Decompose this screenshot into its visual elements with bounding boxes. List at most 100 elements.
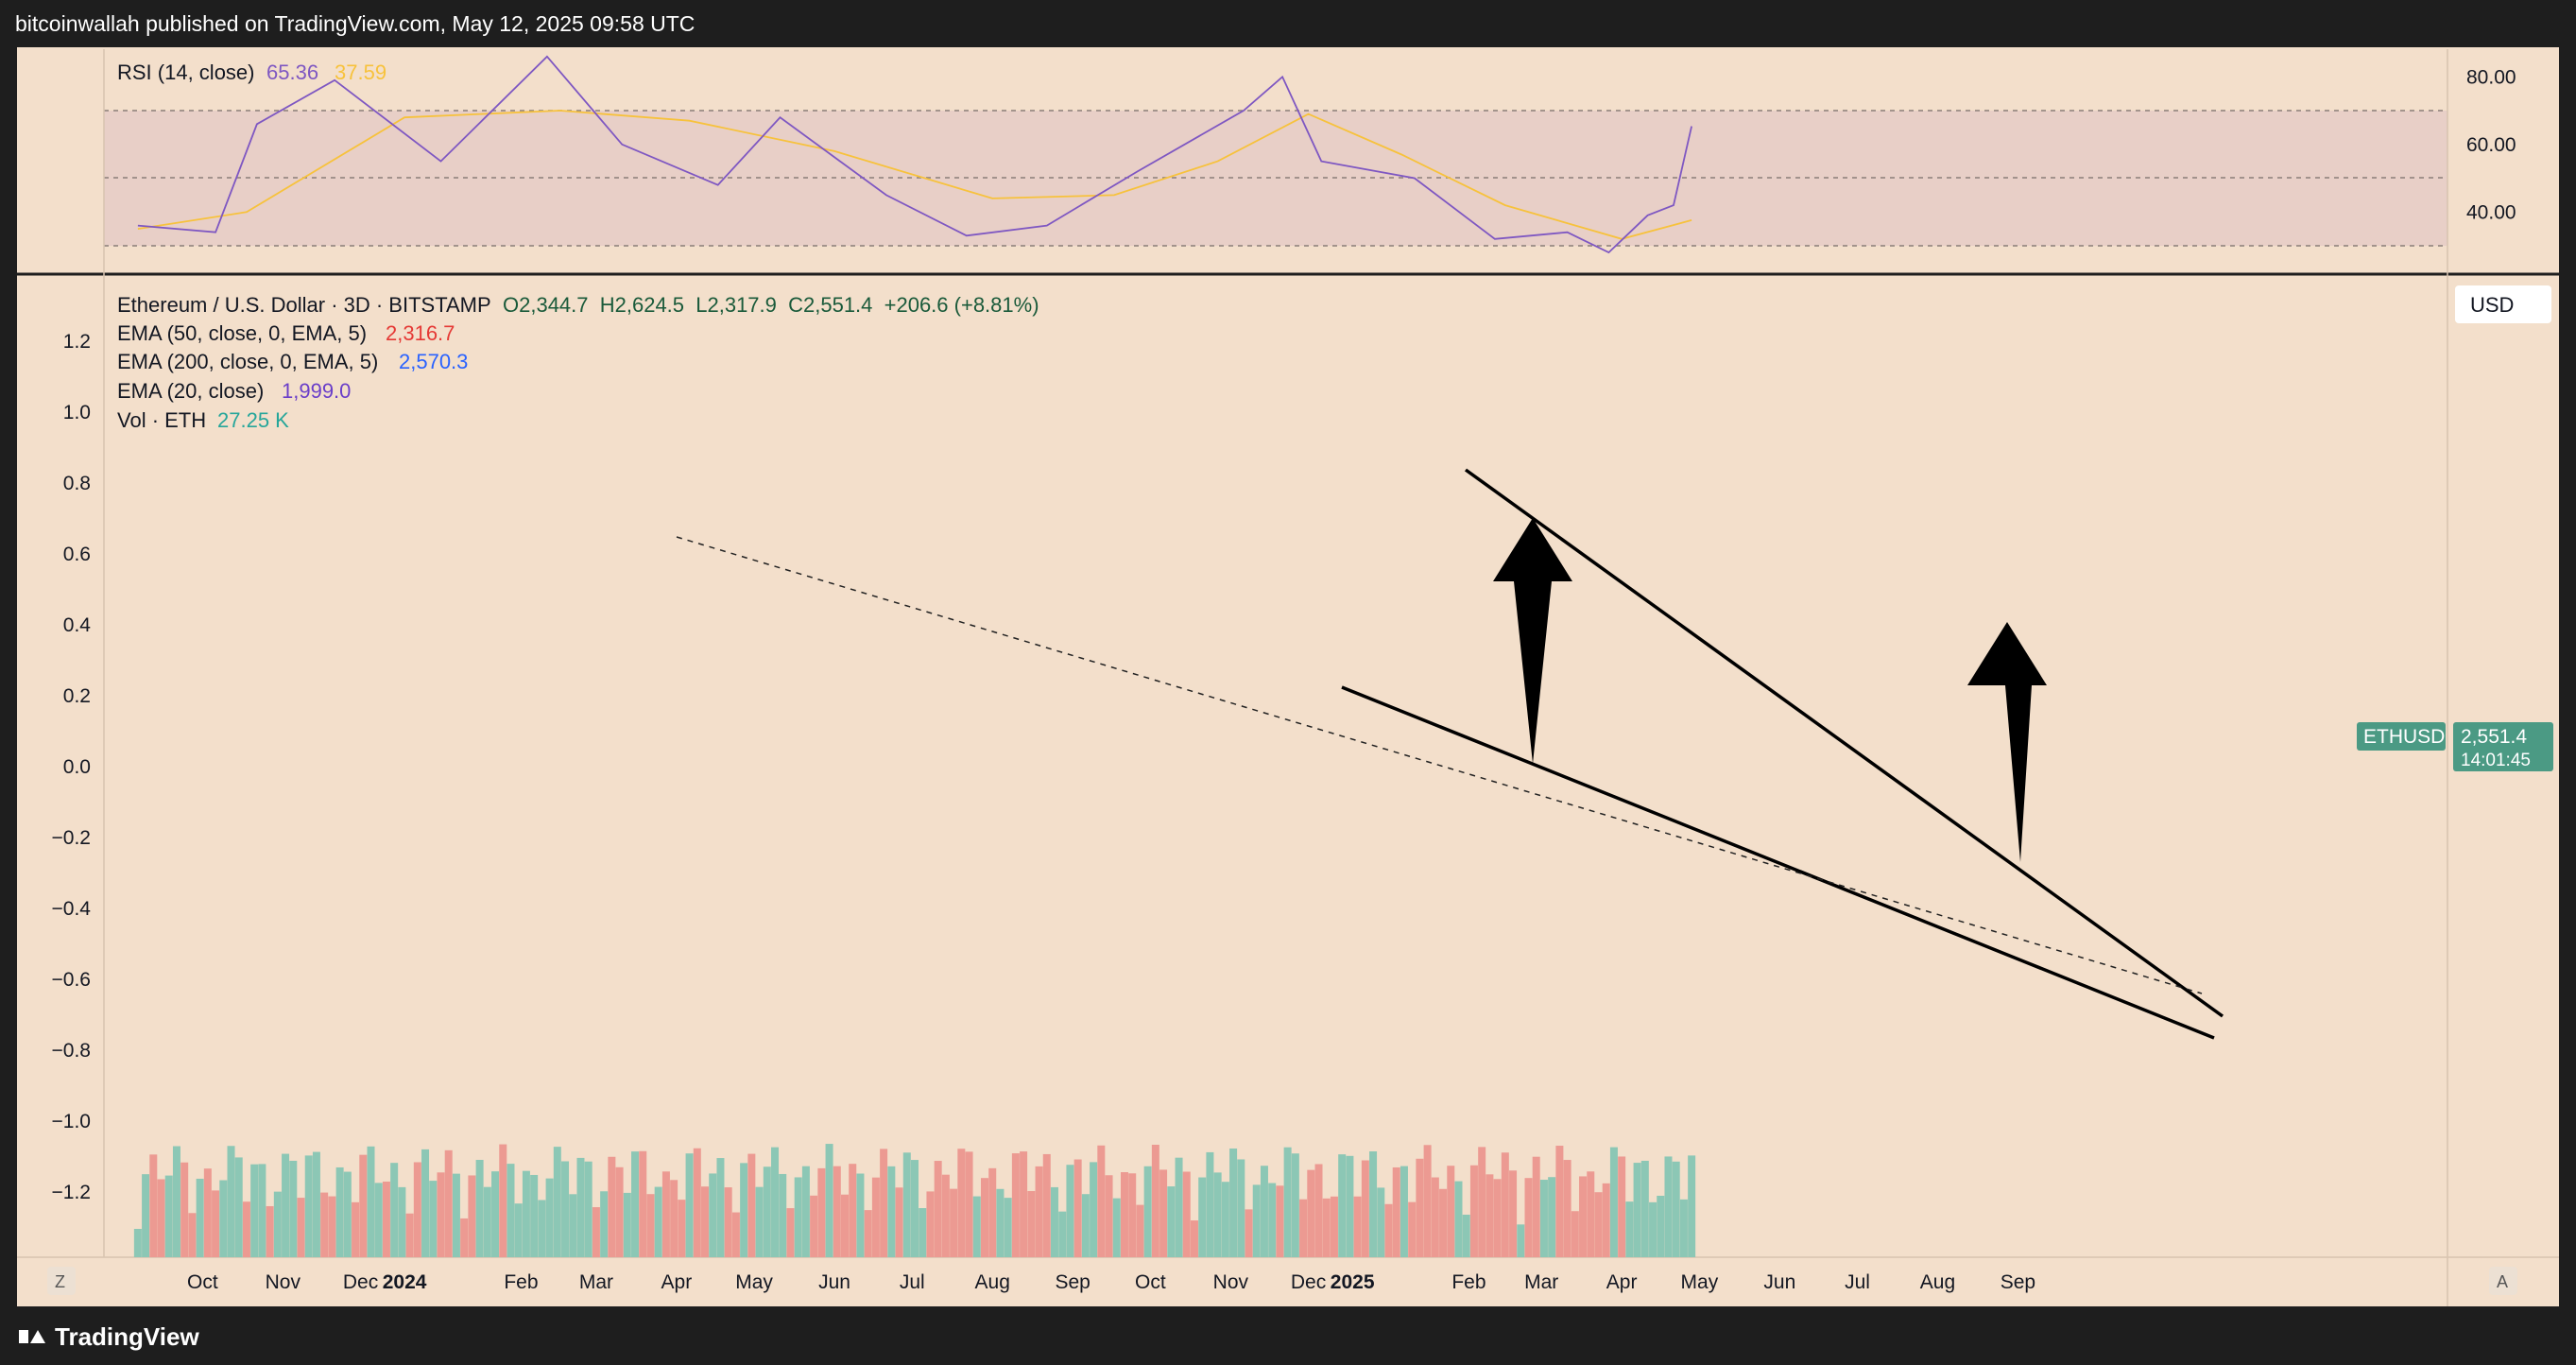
volume-bar xyxy=(1073,1159,1082,1257)
volume-bar xyxy=(538,1200,546,1257)
brand-name: TradingView xyxy=(55,1322,199,1351)
volume-bar xyxy=(258,1164,266,1257)
volume-bar xyxy=(1136,1204,1144,1257)
fib-axis-label: 0.6 xyxy=(63,544,91,565)
volume-bar xyxy=(1206,1151,1214,1257)
volume-bar xyxy=(196,1178,204,1257)
time-axis-label: 2025 xyxy=(1331,1271,1375,1293)
volume-bar xyxy=(289,1160,298,1257)
volume-bar xyxy=(678,1200,686,1257)
volume-bar xyxy=(297,1198,305,1257)
volume-bar xyxy=(1042,1153,1051,1257)
volume-bar xyxy=(639,1150,647,1257)
volume-bar xyxy=(468,1175,476,1257)
dashed-trendline[interactable] xyxy=(676,536,2203,994)
volume-bar xyxy=(856,1173,865,1257)
wedge-upper-trendline[interactable] xyxy=(1464,468,2224,1018)
volume-bar xyxy=(1035,1166,1043,1257)
rsi-scale-label: 80.00 xyxy=(2466,66,2516,88)
fib-axis-label: 1.0 xyxy=(63,402,91,423)
time-axis-label: Jun xyxy=(818,1271,850,1293)
countdown: 14:01:45 xyxy=(2461,751,2531,770)
volume-bar xyxy=(1322,1198,1331,1257)
volume-bar xyxy=(1330,1196,1338,1257)
volume-bar xyxy=(965,1151,973,1257)
rsi-title: RSI (14, close) xyxy=(117,60,255,84)
volume-bar xyxy=(957,1149,966,1257)
volume-bar xyxy=(1657,1195,1665,1257)
volume-bar xyxy=(724,1187,732,1257)
legend-ema20-label: EMA (20, close) xyxy=(117,379,264,403)
time-axis-label: Apr xyxy=(661,1271,693,1293)
volume-bar xyxy=(763,1166,771,1257)
volume-bar xyxy=(1221,1182,1229,1257)
volume-bar xyxy=(1672,1161,1680,1257)
volume-bar xyxy=(1299,1199,1308,1257)
volume-bar xyxy=(475,1159,484,1257)
volume-bar xyxy=(507,1164,515,1257)
wedge-lower-trendline[interactable] xyxy=(1341,685,2215,1040)
volume-bar xyxy=(919,1208,927,1257)
volume-bar xyxy=(1291,1153,1299,1257)
volume-bar xyxy=(1571,1211,1579,1257)
rsi-line xyxy=(137,55,1692,254)
currency-button[interactable] xyxy=(2455,285,2551,323)
volume-bar xyxy=(1532,1156,1540,1257)
volume-bar xyxy=(887,1166,896,1257)
volume-bar xyxy=(250,1164,259,1257)
volume-bar xyxy=(810,1195,818,1257)
volume-bar xyxy=(444,1149,453,1257)
legend-ema200-label: EMA (200, close, 0, EMA, 5) xyxy=(117,350,378,373)
volume-bar xyxy=(1112,1198,1121,1257)
time-axis-label: 2024 xyxy=(383,1271,427,1293)
volume-bar xyxy=(716,1158,725,1257)
volume-bar xyxy=(1346,1155,1354,1257)
volume-bar xyxy=(514,1203,523,1257)
volume-bar xyxy=(1027,1190,1036,1257)
volume-bar xyxy=(654,1186,662,1257)
legend-ohlc: O2,344.7 H2,624.5 L2,317.9 C2,551.4 +206… xyxy=(503,293,1039,317)
volume-bar xyxy=(1454,1181,1463,1257)
volume-bar xyxy=(1640,1160,1649,1257)
fib-axis-label: −0.2 xyxy=(52,827,91,849)
volume-bar xyxy=(1252,1184,1261,1257)
volume-bar xyxy=(1539,1180,1548,1257)
volume-bar xyxy=(359,1154,368,1257)
legend-vol-value: 27.25 K xyxy=(217,408,289,432)
volume-bar xyxy=(312,1151,320,1257)
legend-vol-label: Vol · ETH xyxy=(117,408,206,432)
volume-bar xyxy=(219,1180,228,1257)
peak-arrow[interactable] xyxy=(1493,518,1572,764)
volume-bar xyxy=(1167,1186,1176,1257)
fib-axis-label: −0.6 xyxy=(52,969,91,991)
rsi-ma-value: 37.59 xyxy=(335,60,386,84)
volume-bar xyxy=(1361,1160,1369,1257)
volume-bar xyxy=(1276,1185,1284,1257)
a-icon: A xyxy=(2497,1272,2508,1291)
volume-bar xyxy=(405,1213,414,1257)
volume-bar xyxy=(1602,1183,1610,1257)
volume-bar xyxy=(670,1180,678,1257)
time-axis-label: Oct xyxy=(1135,1271,1166,1293)
rsi-scale-label: 40.00 xyxy=(2466,201,2516,223)
volume-bar xyxy=(1517,1224,1525,1257)
volume-bar xyxy=(1151,1144,1159,1257)
volume-bar xyxy=(1548,1177,1556,1257)
volume-bar xyxy=(1469,1165,1478,1257)
volume-bar xyxy=(413,1162,421,1257)
volume-bar xyxy=(1011,1153,1020,1257)
volume-bar xyxy=(149,1154,158,1257)
auto-scale-button[interactable] xyxy=(2489,1267,2517,1295)
breakout-arrow[interactable] xyxy=(1967,622,2047,862)
time-axis-label: Jun xyxy=(1763,1271,1795,1293)
volume-bar xyxy=(234,1157,243,1257)
last-price-tag xyxy=(2453,722,2553,771)
time-axis-label: Aug xyxy=(1920,1271,1955,1293)
symbol-tag xyxy=(2357,722,2446,751)
timezone-button[interactable] xyxy=(47,1267,76,1295)
volume-bar xyxy=(212,1190,220,1257)
volume-bar xyxy=(1688,1155,1696,1257)
volume-bar xyxy=(747,1153,756,1257)
volume-bar xyxy=(429,1181,438,1257)
